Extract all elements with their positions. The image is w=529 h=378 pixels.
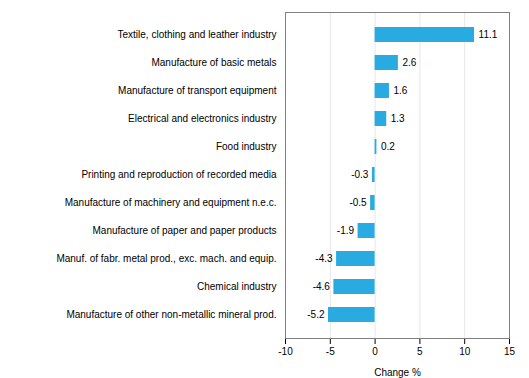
svg-text:11.1: 11.1 [479, 29, 498, 40]
svg-text:0.2: 0.2 [381, 141, 395, 152]
svg-text:5: 5 [417, 346, 423, 357]
svg-text:Manufacture of basic metals: Manufacture of basic metals [151, 57, 276, 68]
svg-text:1.6: 1.6 [393, 85, 407, 96]
svg-text:-0.3: -0.3 [351, 169, 369, 180]
svg-text:10: 10 [459, 346, 471, 357]
svg-text:Manufacture of paper and paper: Manufacture of paper and paper products [92, 225, 276, 236]
svg-text:-10: -10 [278, 346, 293, 357]
svg-text:Manufacture of machinery and e: Manufacture of machinery and equipment n… [65, 197, 277, 208]
svg-text:Printing and reproduction of r: Printing and reproduction of recorded me… [81, 169, 277, 180]
svg-text:Manufacture of other non-metal: Manufacture of other non-metallic minera… [66, 309, 276, 320]
svg-text:Electrical and electronics ind: Electrical and electronics industry [128, 113, 276, 124]
svg-text:-4.3: -4.3 [315, 253, 333, 264]
svg-text:Change %: Change % [374, 367, 421, 378]
svg-text:0: 0 [372, 346, 378, 357]
svg-text:Textile, clothing and leather: Textile, clothing and leather industry [118, 29, 277, 40]
svg-text:-5: -5 [326, 346, 335, 357]
svg-text:1.3: 1.3 [391, 113, 405, 124]
svg-text:2.6: 2.6 [402, 57, 416, 68]
svg-text:-5.2: -5.2 [307, 309, 325, 320]
svg-text:-0.5: -0.5 [349, 197, 367, 208]
svg-text:Food industry: Food industry [216, 141, 277, 152]
svg-text:-4.6: -4.6 [313, 281, 331, 292]
svg-text:Manuf. of fabr. metal prod., e: Manuf. of fabr. metal prod., exc. mach. … [56, 253, 276, 264]
svg-text:Manufacture of transport equip: Manufacture of transport equipment [118, 85, 277, 96]
svg-text:15: 15 [504, 346, 516, 357]
svg-text:Chemical industry: Chemical industry [197, 281, 276, 292]
svg-text:-1.9: -1.9 [337, 225, 355, 236]
